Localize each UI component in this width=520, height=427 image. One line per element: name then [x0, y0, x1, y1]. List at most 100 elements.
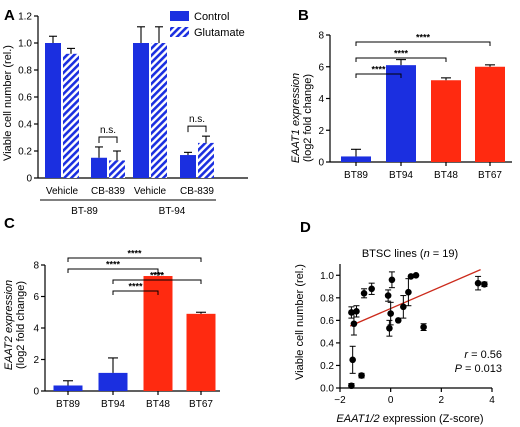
significance-bracket	[355, 57, 447, 62]
panel-d-chart: BTSC lines (n = 19) Viable cell number (…	[294, 248, 502, 425]
stat-r-symbol: r	[464, 349, 469, 361]
panel-a-x-tick-label: CB-839	[91, 186, 125, 197]
panel-d-x-tick-label: 4	[489, 395, 495, 406]
bar-bt67	[186, 313, 216, 391]
panel-b-x-tick-label: BT89	[344, 170, 368, 181]
significance-label: ****	[127, 249, 142, 259]
panel-b-y-tick-label: 2	[318, 126, 324, 137]
panel-b-chart: EAAT1 expression (log2 fold change) 0 2 4 6…	[290, 31, 512, 181]
bar-glutamate	[109, 160, 125, 178]
significance-label: ****	[371, 65, 386, 75]
panel-d-x-tick-label: 0	[388, 395, 394, 406]
scatter-point	[349, 356, 356, 364]
panel-a-x-tick-label: Vehicle	[134, 186, 167, 197]
bar-bt48	[143, 276, 173, 391]
panel-c-x-tick-label: BT89	[56, 399, 80, 410]
bar-control	[133, 43, 149, 178]
panel-d-y-tick-label: 0.0	[320, 384, 334, 395]
panel-c-y-tick-label: 6	[33, 292, 39, 303]
panel-d-title-part1: BTSC lines (	[362, 248, 424, 260]
ns-label: n.s.	[189, 114, 205, 125]
scatter-point	[348, 382, 355, 390]
scatter-point	[350, 320, 358, 328]
panel-d-xlabel-rest: expression (Z-score)	[380, 413, 484, 425]
panel-c-x-tick-label: BT48	[146, 399, 170, 410]
legend-control-label: Control	[194, 11, 229, 23]
bar-control	[91, 157, 107, 178]
panel-b-x-tick-label: BT48	[434, 170, 458, 181]
panel-d-x-tick-label: 2	[439, 395, 445, 406]
panel-c-y-tick-label: 8	[33, 261, 39, 272]
scatter-point	[360, 290, 368, 297]
bar-bt89	[53, 385, 83, 391]
bar-control	[180, 155, 196, 178]
scatter-point	[358, 372, 365, 379]
significance-label: ****	[394, 49, 409, 59]
bar-glutamate	[63, 53, 79, 178]
regression-line	[349, 269, 481, 327]
panel-a-ylabel: Viable cell number (rel.)	[2, 45, 14, 161]
significance-bracket	[112, 279, 202, 284]
panel-a-y-tick-label: 0.2	[18, 147, 32, 158]
panel-c-ylabel: EAAT2 expression	[3, 280, 15, 370]
scatter-point	[405, 288, 412, 296]
significance-bracket	[67, 268, 159, 273]
scatter-point	[407, 273, 415, 280]
bar-control	[45, 43, 61, 178]
ns-bracket	[187, 125, 207, 133]
panel-d-stat-r: r = 0.56	[464, 349, 502, 361]
panel-b-y-tick-label: 4	[318, 94, 324, 105]
scatter-point	[384, 292, 392, 299]
panel-c-chart: EAAT2 expression (log2 fold change) 0 2 4 6…	[3, 249, 220, 410]
panel-c-y-tick-label: 0	[33, 387, 39, 398]
bar-bt67	[475, 66, 505, 162]
panel-a-y-tick-label: 0.8	[18, 66, 32, 77]
panel-b-y-tick-label: 0	[318, 158, 324, 169]
scatter-point	[400, 303, 407, 311]
scatter-point	[386, 324, 393, 332]
panel-d-xlabel: EAAT1/2 expression (Z-score)	[336, 413, 483, 425]
panel-d-y-tick-label: 0.8	[320, 293, 334, 304]
ns-label: n.s.	[100, 125, 116, 136]
bar-glutamate	[198, 142, 214, 178]
significance-label: ****	[128, 282, 143, 292]
panel-c-x-tick-label: BT94	[101, 399, 125, 410]
panel-b-ylabel-line1: EAAT1 expression	[290, 73, 302, 163]
panel-a-y-tick-label: 1.2	[18, 12, 32, 23]
bar-bt89	[341, 156, 371, 162]
panel-d-xlabel-gene: EAAT1/2	[336, 413, 379, 425]
scatter-point	[368, 285, 375, 293]
panel-a-x-tick-label: CB-839	[180, 186, 214, 197]
panel-b-ylabel: EAAT1 expression	[290, 73, 302, 163]
group-label: BT-94	[159, 206, 186, 217]
panel-d-y-tick-label: 0.2	[320, 361, 334, 372]
scatter-point	[420, 323, 427, 331]
panel-b-y-tick-label: 6	[318, 62, 324, 73]
panel-a-x-tick-label: Vehicle	[46, 186, 79, 197]
significance-label: ****	[416, 33, 431, 43]
panel-b-x-tick-label: BT67	[478, 170, 502, 181]
significance-bracket	[355, 73, 402, 78]
group-label: BT-89	[71, 206, 98, 217]
scatter-point	[412, 271, 420, 279]
panel-b-y-tick-label: 8	[318, 31, 324, 42]
stat-p-symbol: P	[455, 363, 463, 375]
panel-c-ylabel-line2: (log2 fold change)	[15, 281, 27, 369]
panel-d-title-part3: = 19)	[430, 248, 458, 260]
panel-c-y-tick-label: 2	[33, 355, 39, 366]
panel-d-y-tick-label: 0.6	[320, 316, 334, 327]
bar-glutamate	[151, 43, 167, 178]
legend-control-swatch	[170, 11, 189, 21]
panel-a-y-tick-label: 0	[26, 174, 32, 185]
significance-label: ****	[150, 271, 165, 281]
panel-d-ylabel: Viable cell number (rel.)	[294, 264, 306, 380]
panel-c-ylabel-line1: EAAT2 expression	[3, 280, 15, 370]
panel-label-b: B	[298, 7, 309, 24]
scatter-point	[353, 308, 360, 315]
bar-bt94	[98, 372, 128, 391]
stat-p-value: = 0.013	[462, 363, 502, 375]
panel-a-y-tick-label: 0.6	[18, 93, 32, 104]
panel-label-c: C	[4, 215, 15, 232]
bar-bt48	[431, 80, 461, 162]
